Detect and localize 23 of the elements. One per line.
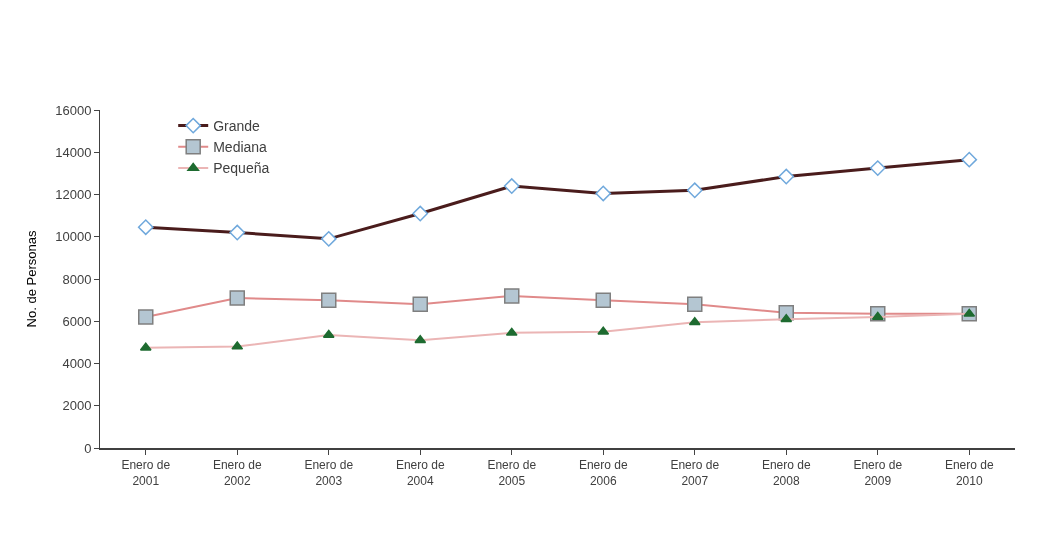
y-tick-label: 0 xyxy=(84,440,92,456)
x-tick-label: Enero de 2010 xyxy=(944,458,994,488)
y-tick-label: 6000 xyxy=(62,313,92,329)
x-tick-label: Enero de 2008 xyxy=(761,458,811,488)
y-tick-label: 10000 xyxy=(55,229,92,245)
x-tick-label: Enero de 2005 xyxy=(487,458,537,488)
x-tick-label: Enero de 2003 xyxy=(304,458,354,488)
y-tick-label: 12000 xyxy=(55,187,92,203)
y-axis-title: No. de Personas xyxy=(24,230,40,328)
legend-label: Mediana xyxy=(213,139,268,156)
y-tick-label: 4000 xyxy=(62,356,92,372)
y-tick-label: 2000 xyxy=(62,398,92,414)
x-tick-label: Enero de 2002 xyxy=(212,458,262,488)
y-tick-label: 8000 xyxy=(62,271,92,287)
x-tick-label: Enero de 2004 xyxy=(395,458,445,488)
x-tick-label: Enero de 2007 xyxy=(670,458,720,488)
x-tick-label: Enero de 2006 xyxy=(578,458,628,488)
legend-label: Pequeña xyxy=(213,160,270,177)
y-tick-label: 16000 xyxy=(55,102,92,118)
legend-label: Grande xyxy=(213,118,261,135)
x-tick-label: Enero de 2001 xyxy=(121,458,171,488)
y-tick-label: 14000 xyxy=(55,144,92,160)
x-tick-label: Enero de 2009 xyxy=(853,458,903,488)
